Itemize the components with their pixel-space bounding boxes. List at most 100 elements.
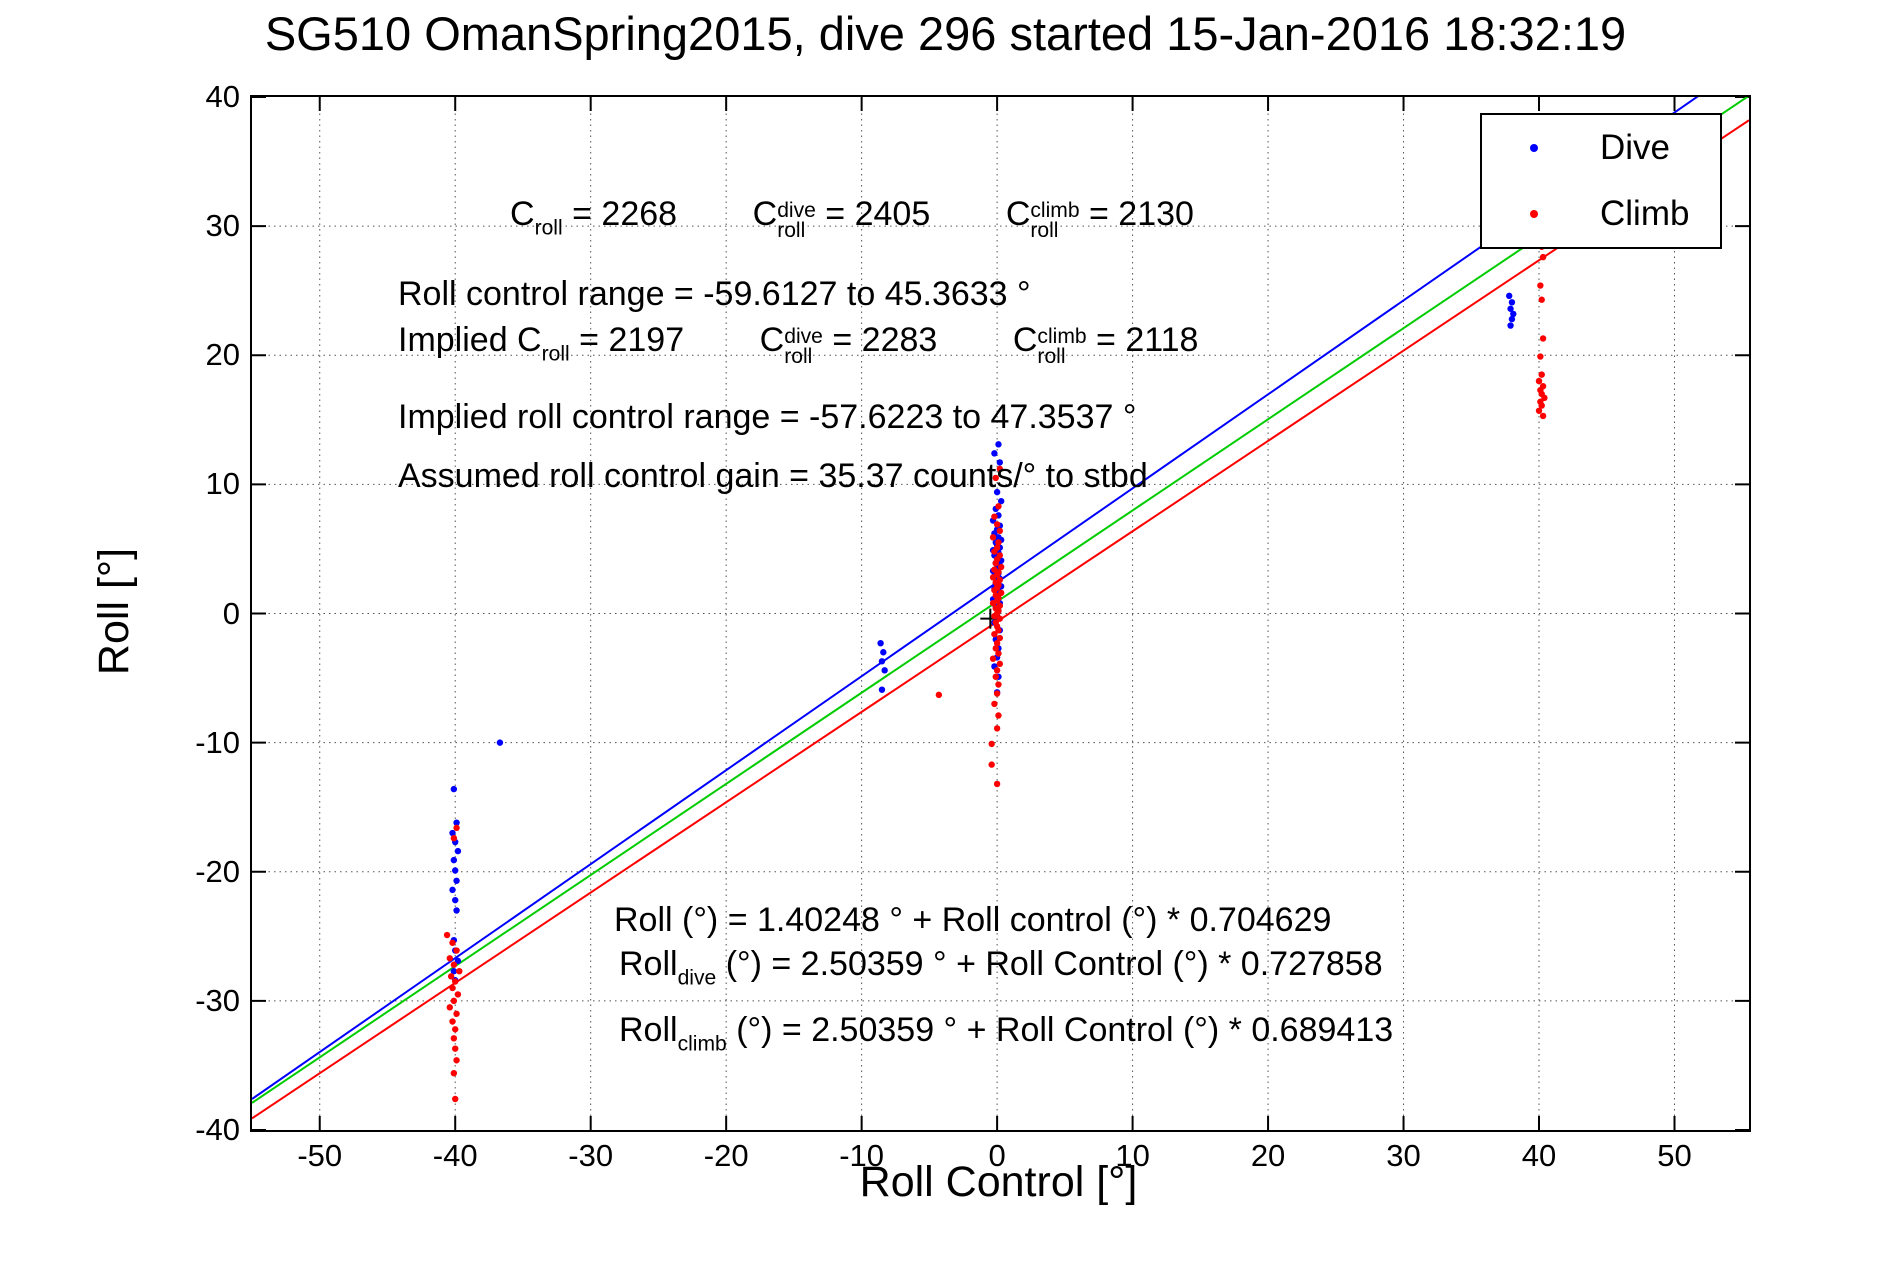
climb-point <box>446 955 453 962</box>
climb-point <box>452 1045 459 1052</box>
climb-point <box>1537 353 1544 360</box>
y-axis-label: Roll [°] <box>90 547 139 676</box>
climb-point <box>456 967 463 975</box>
climb-point <box>450 1069 458 1077</box>
climb-point <box>993 667 1001 674</box>
climb-point <box>992 673 999 680</box>
dive-point <box>996 459 1004 466</box>
dive-point <box>450 967 458 975</box>
climb-point <box>1538 371 1545 378</box>
climb-point <box>995 539 1002 546</box>
annotation-assumed-gain: Assumed roll control gain = 35.37 counts… <box>398 457 1148 495</box>
y-tick-label: -40 <box>195 1112 240 1147</box>
climb-point <box>991 612 998 620</box>
dive-point <box>1510 310 1517 318</box>
y-tick-label: -20 <box>195 853 240 889</box>
climb-point <box>993 725 1001 732</box>
x-tick-label: 50 <box>1657 1138 1692 1173</box>
dive-point <box>454 847 462 855</box>
dive-point <box>991 450 998 457</box>
legend-label-climb: Climb <box>1600 194 1690 233</box>
x-tick-label: -40 <box>432 1138 478 1173</box>
dive-point <box>878 658 886 665</box>
climb-point <box>995 712 1002 719</box>
climb-point <box>995 627 1002 634</box>
dive-point <box>1506 292 1513 300</box>
climb-point <box>452 1095 459 1103</box>
climb-point <box>996 527 1004 535</box>
climb-point <box>993 690 1001 697</box>
legend-item-climb: Climb <box>1482 181 1720 247</box>
legend: Dive Climb <box>1480 113 1722 249</box>
climb-point <box>443 931 451 939</box>
y-tick-label: 40 <box>205 79 240 114</box>
dive-point <box>453 819 460 826</box>
climb-point <box>993 639 1001 647</box>
y-tick-label: 10 <box>205 466 240 502</box>
dive-point <box>1507 305 1514 312</box>
dive-point <box>453 877 460 884</box>
climb-point <box>989 655 997 662</box>
x-tick-label: 20 <box>1250 1138 1286 1173</box>
x-tick-label: -10 <box>839 1138 885 1173</box>
climb-point <box>935 691 943 699</box>
climb-point <box>997 589 1005 597</box>
climb-point <box>996 615 1004 622</box>
climb-point <box>997 563 1005 571</box>
x-tick-label: 40 <box>1521 1138 1557 1173</box>
x-tick-label: -50 <box>297 1138 343 1173</box>
climb-point <box>1535 377 1543 385</box>
climb-point <box>988 740 995 748</box>
dive-marker-icon <box>1530 144 1538 152</box>
x-tick-label: -30 <box>568 1138 614 1173</box>
climb-point <box>453 947 460 954</box>
climb-point <box>1541 394 1548 402</box>
dive-point <box>995 441 1002 448</box>
climb-point <box>454 991 462 998</box>
dive-point <box>877 639 884 647</box>
climb-point <box>449 939 456 946</box>
climb-point <box>453 824 460 832</box>
dive-point <box>453 907 460 914</box>
climb-point <box>453 1010 460 1017</box>
climb-point <box>993 780 1001 788</box>
annotation-fit-dive: Rolldive (°) = 2.50359 ° + Roll Control … <box>619 945 1383 990</box>
climb-point <box>1538 402 1545 409</box>
climb-point <box>450 834 458 842</box>
climb-point <box>1539 253 1547 261</box>
y-tick-label: 30 <box>205 208 240 244</box>
climb-point <box>995 503 1002 510</box>
climb-point <box>996 660 1004 668</box>
dive-point <box>450 785 458 793</box>
climb-point <box>450 961 458 968</box>
climb-point <box>991 513 998 520</box>
climb-point <box>449 1018 456 1025</box>
y-tick-label: -10 <box>195 724 240 760</box>
dive-point <box>997 497 1005 505</box>
dive-point <box>450 856 458 864</box>
x-tick-label: 30 <box>1386 1138 1421 1173</box>
dive-point <box>881 667 888 674</box>
annotation-implied-range: Implied roll control range = -57.6223 to… <box>398 398 1137 436</box>
climb-point <box>452 1026 459 1033</box>
climb-point <box>996 634 1004 642</box>
climb-point <box>450 1035 458 1042</box>
climb-point <box>1539 412 1547 420</box>
x-tick-label: -20 <box>703 1138 749 1173</box>
y-tick-label: 0 <box>222 595 240 631</box>
x-tick-label: 10 <box>1115 1138 1150 1173</box>
climb-point <box>450 997 458 1005</box>
dive-point <box>1508 299 1516 306</box>
dive-point <box>449 829 456 837</box>
climb-point <box>995 681 1002 688</box>
climb-point <box>991 630 998 638</box>
y-tick-label: -30 <box>195 982 240 1018</box>
climb-point <box>992 474 999 482</box>
dive-point <box>1507 322 1514 329</box>
y-axis-label-container: Roll [°] <box>78 95 152 1128</box>
climb-point <box>1537 282 1544 289</box>
dive-point <box>496 739 504 746</box>
